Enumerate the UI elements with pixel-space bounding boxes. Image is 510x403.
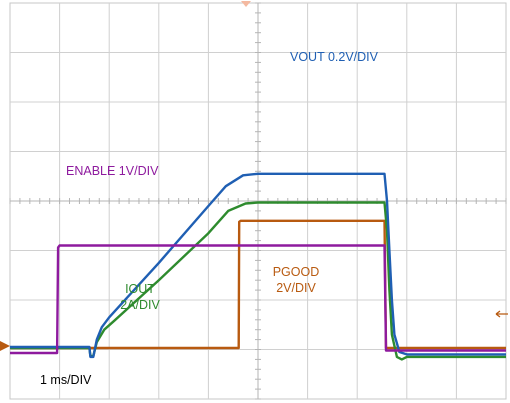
channel-label-iout: IOUT 2A/DIV [120,282,160,312]
channel-label-enable-1v-div: ENABLE 1V/DIV [66,164,159,178]
grid [9,2,507,400]
trace-enable-1v-div [10,244,506,355]
labels: VOUT 0.2V/DIV IOUT 2A/DIV ENABLE 1V/DIV PGOO… [66,50,379,312]
traces [10,172,506,361]
channel-label-vout-0-2v-div: VOUT 0.2V/DIV [290,50,379,64]
channel-label-pgood: PGOOD 2V/DIV [273,265,320,295]
trigger-position-marker-icon [241,1,251,7]
ground-level-marker-icon [0,341,10,351]
trigger-level-marker-icon [495,310,508,318]
timebase-label: 1 ms/DIV [40,373,92,387]
trace-vout-0-2v-div [10,172,506,359]
